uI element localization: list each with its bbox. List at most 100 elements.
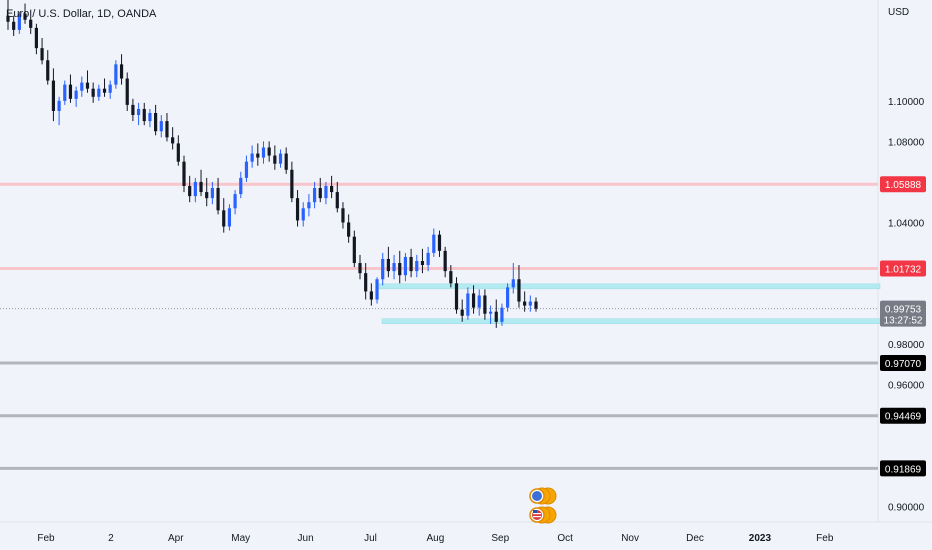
candle-body — [239, 177, 243, 195]
candle — [494, 299, 498, 328]
candle-body — [154, 113, 158, 132]
candle — [256, 143, 260, 166]
candle-body — [193, 181, 197, 197]
candle-body — [449, 271, 453, 284]
candle — [347, 214, 351, 243]
price-level-badge — [880, 260, 926, 277]
candle-body — [420, 261, 425, 266]
candle-body — [301, 208, 305, 221]
candle — [108, 80, 112, 99]
us-event-flag-icon[interactable] — [529, 506, 557, 524]
candle — [488, 305, 493, 324]
candle-body — [528, 301, 532, 306]
price-level-badge — [880, 460, 926, 477]
candle-body — [386, 258, 390, 272]
candle-body — [494, 311, 498, 322]
candle — [324, 181, 328, 205]
candle-body — [261, 147, 266, 158]
candle — [46, 50, 50, 85]
candle-body — [29, 19, 33, 28]
candle — [460, 299, 464, 322]
candle-body — [426, 252, 430, 266]
candle — [330, 175, 334, 199]
x-tick-label: 2023 — [749, 533, 772, 544]
candle-body — [250, 153, 254, 162]
eu-event-flag-icon[interactable] — [529, 487, 557, 505]
candle — [125, 72, 129, 111]
candle — [119, 54, 124, 85]
price-level-badge — [880, 176, 926, 193]
candle-body — [347, 222, 351, 237]
candle — [227, 204, 232, 231]
candle-body — [63, 84, 67, 101]
candle-body — [108, 84, 112, 93]
candle — [171, 127, 175, 150]
candle-body — [381, 258, 385, 280]
candle-body — [511, 279, 515, 288]
candle-body — [290, 169, 294, 199]
candle — [131, 98, 135, 122]
candle — [244, 155, 249, 182]
candle-body — [159, 121, 163, 132]
candle — [40, 37, 44, 65]
candle-body — [216, 188, 220, 211]
candle — [352, 230, 356, 268]
x-tick-label: May — [231, 533, 250, 544]
candle-body — [312, 188, 317, 203]
candle — [477, 289, 481, 316]
candle — [267, 141, 271, 162]
candle — [51, 68, 56, 122]
candle-body — [51, 80, 56, 111]
y-tick-label: 0.90000 — [888, 502, 925, 513]
candle-body — [136, 108, 141, 116]
candle-body — [471, 293, 476, 308]
candle — [68, 74, 73, 103]
candle-body — [12, 21, 16, 30]
candle-body — [324, 185, 328, 199]
candle-body — [6, 15, 10, 22]
candle — [449, 265, 453, 288]
candle-body — [307, 202, 311, 209]
candle-body — [222, 210, 226, 227]
candle-body — [267, 147, 271, 156]
candle-body — [34, 27, 38, 49]
candle-body — [233, 194, 237, 209]
support-zone[interactable] — [377, 283, 881, 290]
y-tick-label: 1.08000 — [888, 137, 925, 148]
candle — [97, 84, 101, 101]
candle — [443, 246, 447, 278]
candle — [381, 252, 385, 286]
candle-body — [369, 291, 373, 300]
candle — [91, 82, 95, 103]
candle — [523, 291, 527, 312]
last-price-label: 0.99753 — [885, 305, 922, 316]
candle — [392, 254, 396, 280]
candle-body — [188, 185, 192, 197]
candle-body — [91, 88, 95, 97]
candle-body — [335, 192, 339, 209]
candle-body — [398, 263, 402, 276]
candle-body — [148, 113, 152, 122]
candle-body — [437, 234, 442, 251]
candle — [216, 177, 220, 215]
candle — [511, 263, 515, 294]
candle-body — [295, 198, 300, 221]
support-zone[interactable] — [381, 318, 881, 324]
candle-body — [85, 82, 90, 89]
candle-body — [205, 192, 209, 199]
candle — [239, 171, 243, 199]
x-tick-label: Feb — [816, 533, 834, 544]
candle-body — [500, 307, 504, 322]
candle — [426, 246, 430, 272]
candle — [193, 177, 197, 203]
price-level-badge-label: 0.94469 — [885, 412, 922, 423]
candle — [437, 230, 442, 257]
candle — [199, 169, 203, 197]
candle-body — [46, 60, 50, 81]
candle — [273, 145, 277, 170]
candle — [29, 9, 33, 34]
candle-body — [142, 108, 146, 122]
candle-body — [171, 137, 175, 144]
